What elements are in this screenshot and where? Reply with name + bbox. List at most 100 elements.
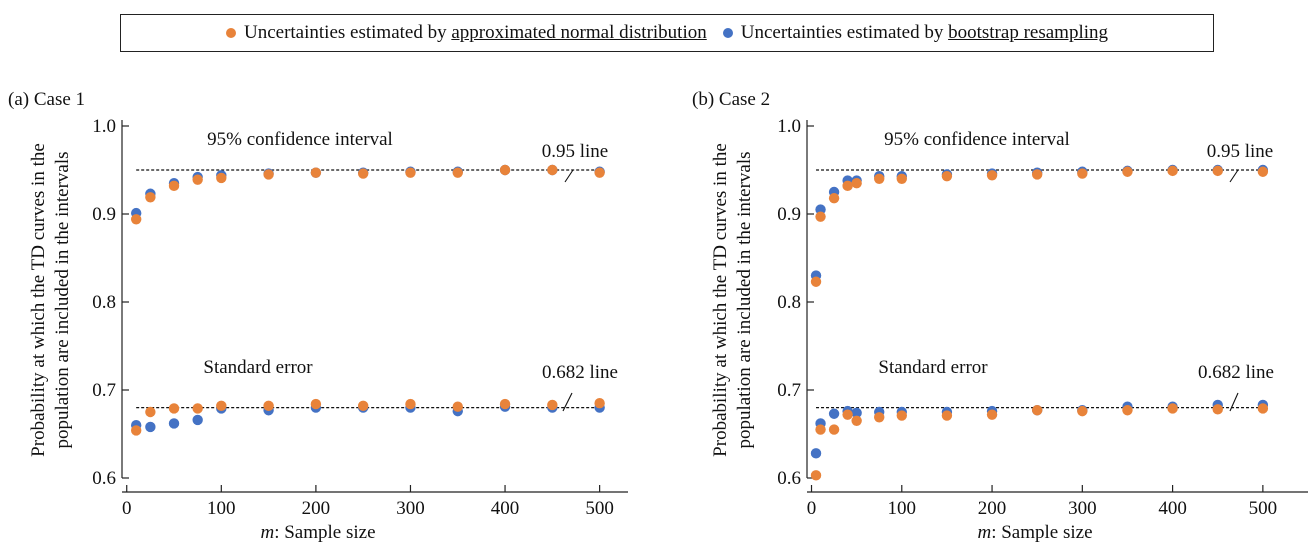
data-point-orange-ci95 <box>594 167 605 178</box>
legend-prefix: Uncertainties estimated by <box>740 22 944 43</box>
data-point-orange-ci95 <box>452 167 463 178</box>
x-tick-label: 300 <box>396 498 425 519</box>
panel-label-a: (a) Case 1 <box>8 89 85 110</box>
annotation-se-title: Standard error <box>203 357 313 378</box>
data-point-orange-ci95 <box>842 180 853 192</box>
y-tick-label: 0.6 <box>92 468 116 489</box>
data-point-orange-ci95 <box>986 170 998 181</box>
data-point-orange-se <box>941 410 953 421</box>
data-point-orange-ci95 <box>310 167 322 178</box>
x-tick-label: 200 <box>978 498 1007 519</box>
data-point-orange-se <box>828 424 840 435</box>
legend-prefix: Uncertainties estimated by <box>243 22 447 43</box>
data-point-orange-ci95 <box>810 276 822 287</box>
legend-method: bootstrap resampling <box>948 22 1108 43</box>
y-axis-label: population are included in the intervals <box>734 151 755 448</box>
data-point-orange-se <box>263 400 274 412</box>
data-point-orange-se <box>130 425 142 436</box>
x-axis-label: m: Sample size <box>260 522 375 543</box>
data-point-orange-se <box>499 398 511 410</box>
y-axis-label: Probability at which the TD curves in th… <box>710 143 731 457</box>
data-point-orange-ci95 <box>168 180 180 192</box>
y-tick-label: 0.9 <box>92 204 116 225</box>
data-point-blue-se <box>145 421 156 433</box>
data-point-orange-ci95 <box>145 192 156 203</box>
x-tick-label: 100 <box>207 498 236 519</box>
data-point-orange-se <box>851 415 862 426</box>
data-point-orange-ci95 <box>1122 166 1133 177</box>
y-tick-label: 1.0 <box>777 116 801 137</box>
x-tick-label: 400 <box>1158 498 1187 519</box>
data-point-blue-se <box>168 418 180 429</box>
data-point-orange-se <box>357 400 369 412</box>
data-point-orange-se <box>815 424 826 435</box>
data-point-orange-ci95 <box>263 169 274 180</box>
y-tick-label: 0.8 <box>92 292 116 313</box>
data-point-orange-ci95 <box>874 173 885 184</box>
data-point-orange-ci95 <box>192 174 203 185</box>
y-tick-label: 0.7 <box>777 380 801 401</box>
data-point-orange-se <box>896 410 907 421</box>
legend-item-normal: Uncertainties estimated by approximated … <box>225 22 707 44</box>
data-point-orange-ci95 <box>1031 169 1043 180</box>
annotation-ci95-title: 95% confidence interval <box>884 129 1070 150</box>
legend-dot-blue <box>722 28 733 38</box>
data-point-orange-ci95 <box>851 178 862 189</box>
x-tick-label: 300 <box>1068 498 1097 519</box>
data-point-orange-se <box>405 398 416 410</box>
data-point-blue-se <box>828 408 840 419</box>
data-point-orange-ci95 <box>499 164 511 176</box>
x-tick-label: 100 <box>888 498 917 519</box>
data-point-orange-se <box>874 412 885 423</box>
panel-label-b: (b) Case 2 <box>692 89 770 110</box>
y-tick-label: 0.7 <box>92 380 116 401</box>
data-point-orange-ci95 <box>1212 165 1223 177</box>
annotation-095-label: 0.95 line <box>1207 141 1274 162</box>
data-point-orange-ci95 <box>216 172 227 184</box>
data-point-orange-ci95 <box>405 167 416 178</box>
legend-item-bootstrap: Uncertainties estimated by bootstrap res… <box>722 22 1108 44</box>
legend-method: approximated normal distribution <box>451 22 707 43</box>
data-point-orange-ci95 <box>357 168 369 179</box>
annotation-leader <box>564 169 574 183</box>
data-point-orange-se <box>1122 405 1133 416</box>
data-point-orange-ci95 <box>1167 165 1178 177</box>
data-point-orange-se <box>452 401 463 412</box>
annotation-0682-label: 0.682 line <box>1198 362 1274 383</box>
annotation-leader <box>562 392 573 412</box>
x-tick-label: 0 <box>122 498 132 519</box>
data-point-orange-ci95 <box>547 164 558 176</box>
data-point-orange-se <box>168 403 180 414</box>
x-tick-label: 400 <box>491 498 520 519</box>
legend-dot-orange <box>225 28 236 38</box>
y-tick-label: 0.8 <box>777 292 801 313</box>
data-point-orange-se <box>547 399 558 411</box>
data-point-orange-se <box>1167 403 1178 414</box>
data-point-orange-se <box>1257 403 1269 414</box>
data-point-orange-ci95 <box>828 192 840 204</box>
annotation-ci95-title: 95% confidence interval <box>207 129 393 150</box>
data-point-orange-se <box>810 470 822 481</box>
x-tick-label: 500 <box>585 498 614 519</box>
annotation-leader <box>1229 169 1239 183</box>
data-point-orange-se <box>1031 405 1043 416</box>
data-point-orange-se <box>216 400 227 412</box>
x-tick-label: 200 <box>302 498 331 519</box>
data-point-blue-se <box>851 407 862 419</box>
data-point-orange-ci95 <box>1077 168 1088 179</box>
data-point-orange-ci95 <box>130 214 142 225</box>
data-point-orange-se <box>1212 404 1223 415</box>
y-tick-label: 0.6 <box>777 468 801 489</box>
data-point-orange-se <box>192 403 203 414</box>
data-point-orange-ci95 <box>1257 166 1269 177</box>
data-point-blue-se <box>810 448 822 459</box>
y-axis-label: Probability at which the TD curves in th… <box>28 143 49 457</box>
data-point-orange-se <box>986 409 998 420</box>
x-tick-label: 0 <box>807 498 817 519</box>
y-tick-label: 1.0 <box>92 116 116 137</box>
y-axis-label: population are included in the intervals <box>52 151 73 448</box>
data-point-orange-se <box>310 398 322 410</box>
legend-box: Uncertainties estimated by approximated … <box>120 14 1214 52</box>
data-point-orange-se <box>1077 405 1088 417</box>
data-point-orange-ci95 <box>815 211 826 222</box>
